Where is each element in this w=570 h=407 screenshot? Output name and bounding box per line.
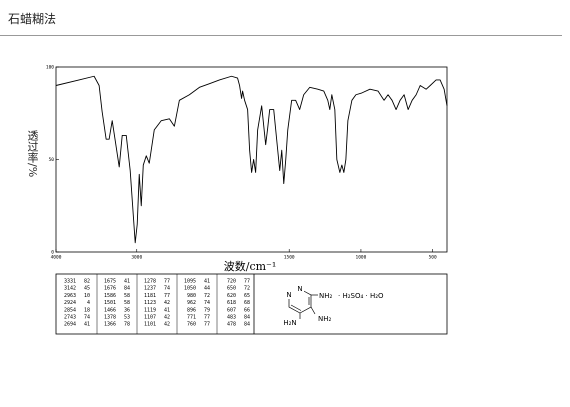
peak-wavenumber: 478	[227, 322, 236, 328]
peak-transmittance: 84	[244, 315, 250, 321]
peak-transmittance: 36	[124, 307, 130, 313]
peak-wavenumber: 896	[187, 307, 196, 313]
peak-wavenumber: 1501	[104, 300, 116, 306]
y-tick-label: 50	[49, 157, 55, 163]
peak-transmittance: 58	[124, 300, 130, 306]
peak-transmittance: 4	[87, 300, 90, 306]
substituent: NH₂	[319, 292, 333, 300]
peak-wavenumber: 1466	[104, 307, 116, 313]
peak-transmittance: 78	[124, 322, 130, 328]
peak-transmittance: 79	[204, 307, 210, 313]
peak-transmittance: 53	[124, 315, 130, 321]
peak-wavenumber: 1366	[104, 322, 116, 328]
peak-wavenumber: 650	[227, 286, 236, 292]
peak-transmittance: 44	[204, 286, 210, 292]
ring-atom: N	[297, 285, 302, 293]
ring-bond	[290, 304, 302, 311]
peak-wavenumber: 1237	[144, 286, 156, 292]
ring-atom: N	[286, 291, 291, 299]
peak-transmittance: 42	[164, 315, 170, 321]
peak-wavenumber: 2924	[64, 300, 76, 306]
peak-transmittance: 77	[204, 322, 210, 328]
peak-transmittance: 45	[84, 286, 90, 292]
peak-transmittance: 41	[124, 279, 130, 285]
peak-wavenumber: 3331	[64, 279, 76, 285]
x-axis-label: 波数/cm⁻¹	[224, 260, 277, 273]
peak-transmittance: 41	[164, 307, 170, 313]
peak-wavenumber: 1123	[144, 300, 156, 306]
peak-wavenumber: 1586	[104, 293, 116, 299]
peak-wavenumber: 1676	[104, 286, 116, 292]
peak-transmittance: 82	[84, 279, 90, 285]
peak-wavenumber: 2694	[64, 322, 76, 328]
table-frame	[55, 273, 448, 335]
peak-wavenumber: 483	[227, 315, 236, 321]
salt-formula: · H₂SO₄ · H₂O	[338, 292, 384, 300]
y-tick-label: 100	[46, 65, 54, 71]
substituent: H₂N	[283, 319, 296, 327]
peak-wavenumber: 620	[227, 293, 236, 299]
y-axis-label: 透过率/%	[26, 130, 39, 178]
bond	[310, 306, 316, 315]
peak-transmittance: 41	[84, 322, 90, 328]
peak-wavenumber: 2743	[64, 315, 76, 321]
peak-wavenumber: 1119	[144, 307, 156, 313]
header-rule	[0, 35, 562, 36]
peak-wavenumber: 771	[187, 315, 196, 321]
peak-wavenumber: 1101	[144, 322, 156, 328]
peak-transmittance: 68	[244, 300, 250, 306]
y-tick-label: 0	[51, 250, 54, 256]
peak-wavenumber: 962	[187, 300, 196, 306]
peak-wavenumber: 1050	[184, 286, 196, 292]
peak-wavenumber: 1107	[144, 315, 156, 321]
peak-wavenumber: 1278	[144, 279, 156, 285]
x-tick-label: 1000	[356, 255, 367, 261]
peak-wavenumber: 618	[227, 300, 236, 306]
peak-transmittance: 74	[164, 286, 170, 292]
page-title: 石蜡糊法	[8, 12, 57, 26]
peak-transmittance: 77	[244, 279, 250, 285]
peak-wavenumber: 980	[187, 293, 196, 299]
peak-transmittance: 65	[244, 293, 250, 299]
x-tick-label: 1500	[284, 255, 295, 261]
peak-transmittance: 58	[124, 293, 130, 299]
peak-wavenumber: 2963	[64, 293, 76, 299]
structure-ring	[288, 288, 318, 319]
peak-transmittance: 84	[124, 286, 130, 292]
peak-wavenumber: 1378	[104, 315, 116, 321]
ring	[288, 288, 312, 314]
substituent: NH₂	[318, 315, 332, 323]
x-tick-label: 3000	[131, 255, 142, 261]
peak-transmittance: 10	[84, 293, 90, 299]
spectrum-line	[55, 75, 448, 244]
peak-transmittance: 42	[164, 322, 170, 328]
peak-transmittance: 66	[244, 307, 250, 313]
x-tick-label: 4000	[51, 255, 62, 261]
peak-wavenumber: 607	[227, 307, 236, 313]
peak-transmittance: 84	[244, 322, 250, 328]
peak-wavenumber: 760	[187, 322, 196, 328]
peak-transmittance: 77	[204, 315, 210, 321]
peak-wavenumber: 2854	[64, 307, 76, 313]
atom-mask	[285, 291, 293, 299]
peak-transmittance: 72	[244, 286, 250, 292]
x-tick-label: 500	[429, 255, 437, 261]
peak-transmittance: 77	[164, 279, 170, 285]
peak-transmittance: 42	[164, 300, 170, 306]
peak-wavenumber: 3142	[64, 286, 76, 292]
peak-transmittance: 77	[164, 293, 170, 299]
peak-transmittance: 72	[204, 293, 210, 299]
peak-wavenumber: 1095	[184, 279, 196, 285]
peak-wavenumber: 1181	[144, 293, 156, 299]
peak-wavenumber: 720	[227, 279, 236, 285]
peak-transmittance: 74	[84, 315, 90, 321]
peak-transmittance: 18	[84, 307, 90, 313]
peak-transmittance: 41	[204, 279, 210, 285]
peak-transmittance: 74	[204, 300, 210, 306]
atom-mask	[296, 285, 304, 293]
peak-wavenumber: 1675	[104, 279, 116, 285]
